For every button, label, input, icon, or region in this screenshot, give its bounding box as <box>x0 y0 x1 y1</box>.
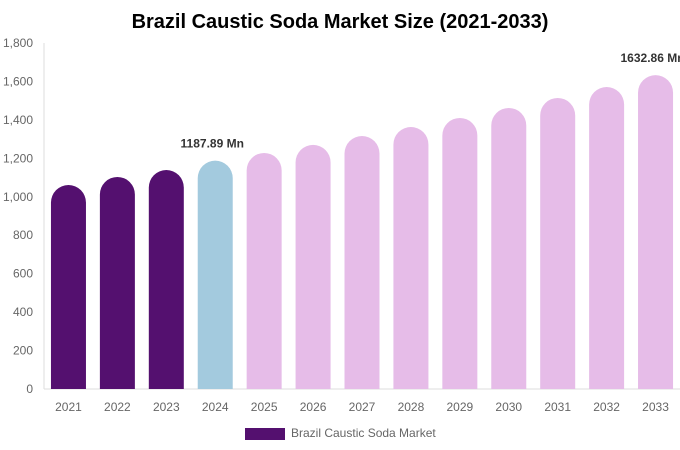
y-tick-label: 1,000 <box>3 190 33 204</box>
x-tick-label: 2022 <box>104 400 131 414</box>
y-tick-label: 1,800 <box>3 36 33 50</box>
x-tick-label: 2023 <box>153 400 180 414</box>
bar-2029 <box>442 117 478 389</box>
bar-2030 <box>491 107 527 390</box>
y-tick-label: 200 <box>13 344 33 358</box>
y-tick-label: 800 <box>13 228 33 242</box>
x-tick-label: 2027 <box>349 400 376 414</box>
bar-2022 <box>99 176 135 389</box>
y-tick-label: 600 <box>13 267 33 281</box>
bar-2027 <box>344 136 380 389</box>
bar-2023 <box>148 170 184 389</box>
bar-2028 <box>393 127 429 389</box>
data-label: 1187.89 Mn <box>181 137 244 151</box>
y-tick-label: 400 <box>13 305 33 319</box>
bar-2021 <box>50 185 86 389</box>
legend-label: Brazil Caustic Soda Market <box>291 426 436 440</box>
x-tick-label: 2026 <box>300 400 327 414</box>
x-tick-label: 2021 <box>55 400 82 414</box>
bar-2033 <box>638 75 674 389</box>
y-tick-label: 1,600 <box>3 74 33 88</box>
x-tick-label: 2025 <box>251 400 278 414</box>
x-tick-label: 2032 <box>593 400 620 414</box>
bar-2031 <box>540 97 576 389</box>
bar-2024 <box>197 160 233 389</box>
bar-2025 <box>246 152 282 389</box>
x-tick-label: 2033 <box>642 400 669 414</box>
x-tick-label: 2024 <box>202 400 229 414</box>
legend-swatch <box>245 428 285 440</box>
x-tick-label: 2028 <box>398 400 425 414</box>
chart-title: Brazil Caustic Soda Market Size (2021-20… <box>132 11 549 33</box>
x-tick-label: 2030 <box>495 400 522 414</box>
y-tick-label: 1,400 <box>3 113 33 127</box>
data-label: 1632.86 Mn <box>621 51 680 65</box>
bar-2032 <box>589 87 625 389</box>
x-tick-label: 2031 <box>544 400 571 414</box>
y-tick-label: 0 <box>26 382 33 396</box>
y-tick-label: 1,200 <box>3 151 33 165</box>
x-tick-label: 2029 <box>446 400 473 414</box>
bar-2026 <box>295 144 331 389</box>
